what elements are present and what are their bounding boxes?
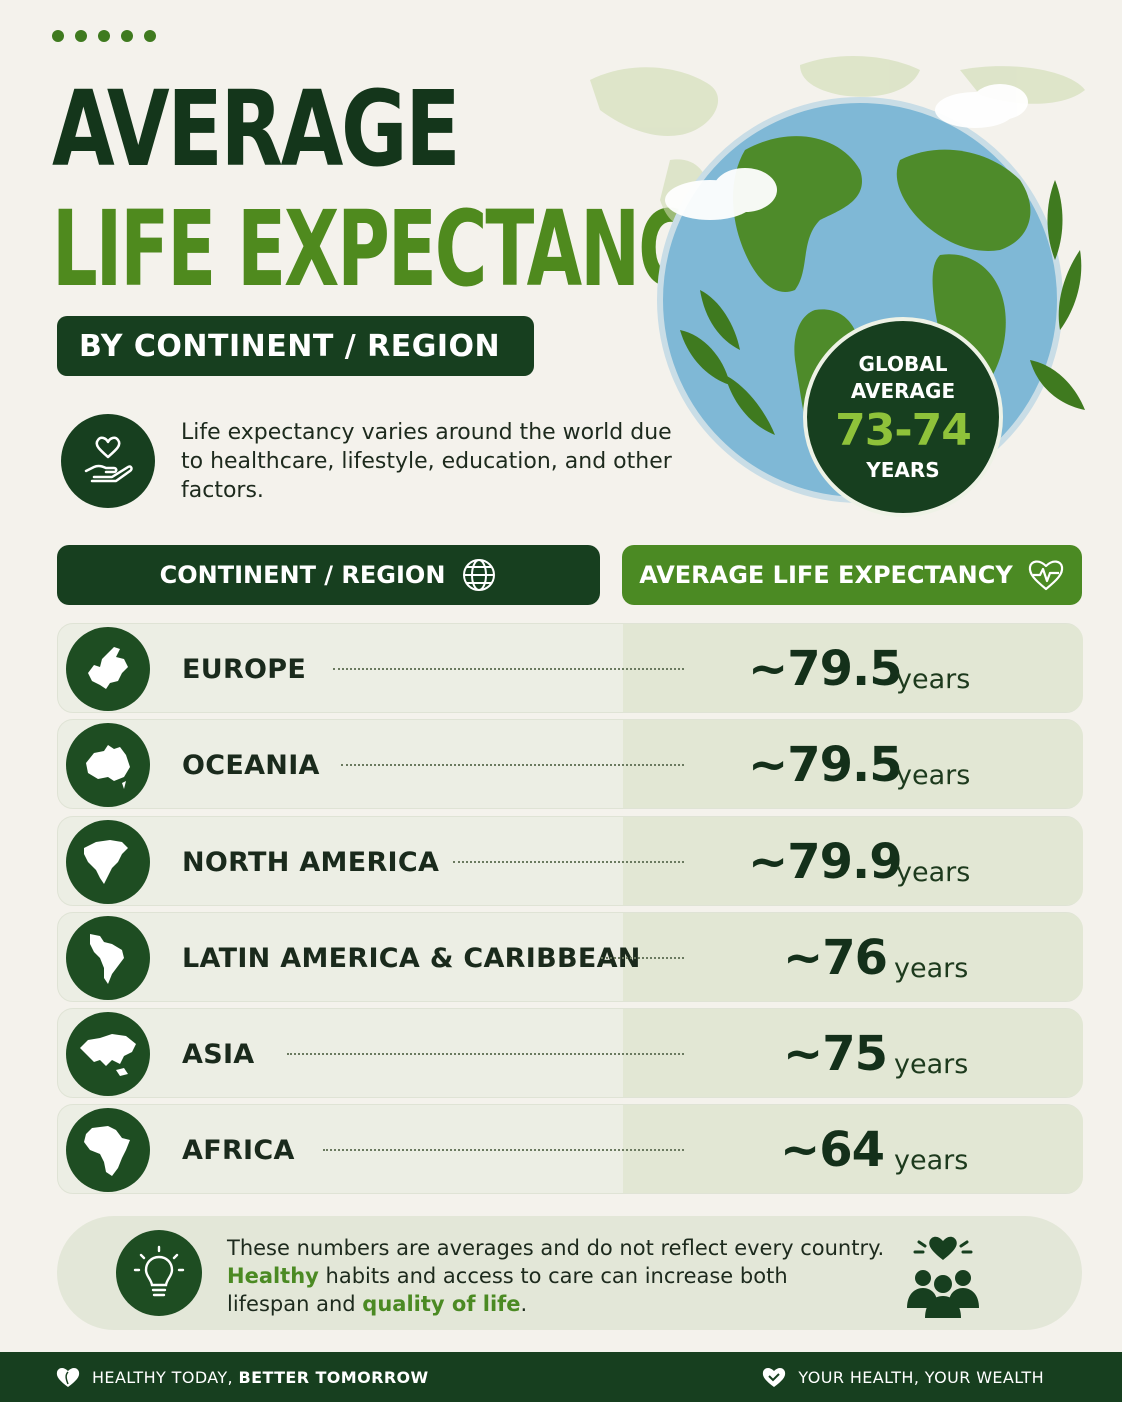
heart-hand-icon: [61, 414, 155, 508]
region-unit: years: [896, 664, 971, 695]
global-average-badge: GLOBAL AVERAGE 73-74 YEARS: [803, 317, 1003, 517]
region-name: EUROPE: [182, 653, 307, 685]
region-unit: years: [896, 857, 971, 888]
region-unit: years: [896, 760, 971, 791]
region-unit: years: [894, 953, 969, 984]
region-name: LATIN AMERICA & CARIBBEAN: [182, 942, 641, 974]
globe-icon: [463, 559, 496, 591]
table-row: LATIN AMERICA & CARIBBEAN ~76 years: [57, 912, 1083, 1002]
region-name: OCEANIA: [182, 749, 320, 781]
column-header-region: CONTINENT / REGION: [57, 545, 600, 605]
footer-right: YOUR HEALTH, YOUR WEALTH: [762, 1366, 1044, 1388]
dotted-leader: [341, 764, 684, 766]
global-label-1: GLOBAL: [858, 352, 948, 376]
region-value: ~79.5: [748, 641, 903, 697]
table-row: ASIA ~75 years: [57, 1008, 1083, 1098]
dotted-leader: [333, 668, 684, 670]
table-row: EUROPE ~79.5 years: [57, 623, 1083, 713]
region-name: AFRICA: [182, 1134, 295, 1166]
table-row: OCEANIA ~79.5 years: [57, 719, 1083, 809]
table-row: AFRICA ~64 years: [57, 1104, 1083, 1194]
region-unit: years: [894, 1145, 969, 1176]
asia-map-icon: [66, 1012, 150, 1096]
region-value: ~75: [783, 1026, 888, 1082]
region-name: NORTH AMERICA: [182, 846, 440, 878]
lightbulb-icon: [116, 1230, 202, 1316]
region-value: ~79.9: [748, 834, 903, 890]
heartbeat-icon: [1028, 560, 1063, 591]
column-header-value-label: AVERAGE LIFE EXPECTANCY: [639, 561, 1013, 589]
heart-check-icon: [763, 1368, 786, 1387]
dotted-leader: [323, 1149, 684, 1151]
title-line-1: AVERAGE: [52, 68, 461, 190]
africa-map-icon: [66, 1108, 150, 1192]
global-unit: YEARS: [866, 458, 940, 482]
europe-map-icon: [66, 627, 150, 711]
region-value: ~76: [783, 930, 888, 986]
dotted-leader: [453, 861, 684, 863]
note-text: These numbers are averages and do not re…: [227, 1236, 885, 1316]
footer: HEALTHY TODAY, BETTER TOMORROW YOUR HEAL…: [0, 1352, 1122, 1402]
region-unit: years: [894, 1049, 969, 1080]
table-row: NORTH AMERICA ~79.9 years: [57, 816, 1083, 906]
region-value: ~64: [780, 1122, 885, 1178]
global-label-2: AVERAGE: [850, 379, 956, 403]
oceania-map-icon: [66, 723, 150, 807]
region-value: ~79.5: [748, 737, 903, 793]
region-name: ASIA: [182, 1038, 255, 1070]
note-banner: These numbers are averages and do not re…: [57, 1216, 1082, 1330]
heart-leaf-icon: [56, 1368, 80, 1387]
footer-left: HEALTHY TODAY, BETTER TOMORROW: [56, 1366, 429, 1388]
intro-text: Life expectancy varies around the world …: [181, 420, 672, 503]
column-header-value: AVERAGE LIFE EXPECTANCY: [622, 545, 1082, 605]
latin-america-map-icon: [66, 916, 150, 1000]
global-value: 73-74: [835, 405, 972, 456]
column-header-region-label: CONTINENT / REGION: [159, 561, 446, 589]
dotted-leader: [287, 1053, 684, 1055]
family-heart-icon: [893, 1226, 993, 1324]
decorative-dots: [52, 30, 156, 42]
subtitle-pill: BY CONTINENT / REGION: [57, 316, 534, 376]
title-line-2: LIFE EXPECTANCY: [52, 188, 741, 310]
north-america-map-icon: [66, 820, 150, 904]
dotted-leader: [601, 957, 684, 959]
